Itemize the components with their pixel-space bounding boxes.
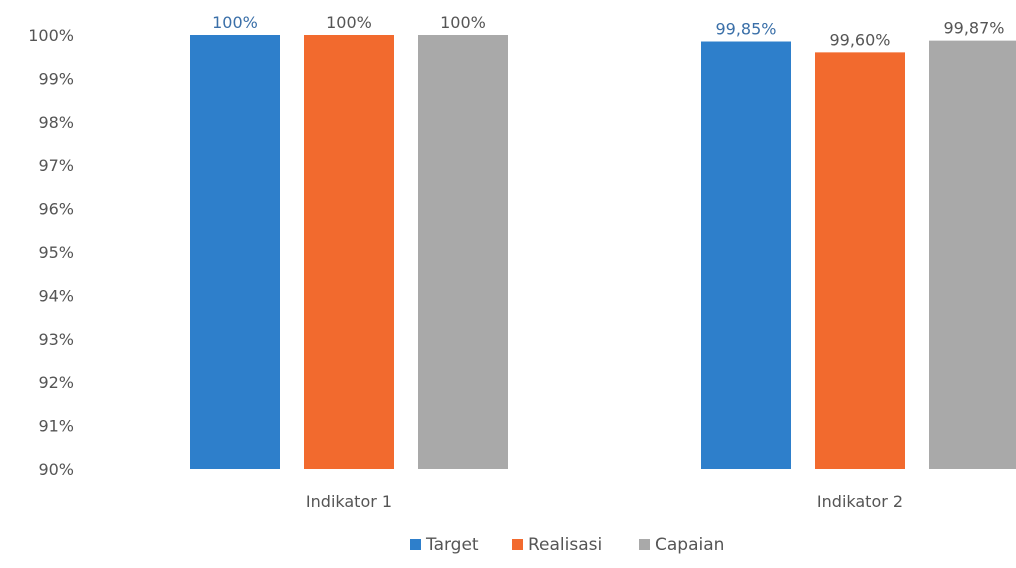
data-label: 100% [440,13,486,32]
bar-realisasi-1 [304,35,394,469]
category-label: Indikator 2 [817,492,903,511]
y-tick-label: 90% [38,460,74,479]
y-tick-label: 95% [38,243,74,262]
data-label: 100% [326,13,372,32]
legend-swatch-target [410,539,421,550]
legend-label-target: Target [425,535,479,555]
data-label: 99,60% [829,30,890,49]
legend-label-realisasi: Realisasi [528,535,602,555]
data-label: 100% [212,13,258,32]
y-tick-label: 99% [38,69,74,88]
bar-realisasi-2 [815,52,905,470]
legend-label-capaian: Capaian [655,535,724,555]
legend-swatch-capaian [639,539,650,550]
legend-swatch-realisasi [512,539,523,550]
data-label: 99,85% [715,20,776,39]
y-tick-label: 97% [38,156,74,175]
y-tick-label: 91% [38,417,74,436]
y-tick-label: 98% [38,113,74,132]
y-tick-label: 94% [38,286,74,305]
y-tick-label: 100% [28,26,74,45]
y-tick-label: 96% [38,200,74,219]
bar-capaian-2 [929,40,1016,469]
bar-target-1 [190,35,280,469]
data-label: 99,87% [943,19,1004,38]
category-label: Indikator 1 [306,492,392,511]
y-tick-label: 92% [38,373,74,392]
y-tick-label: 93% [38,330,74,349]
bar-capaian-1 [418,35,508,469]
bar-target-2 [701,41,791,469]
